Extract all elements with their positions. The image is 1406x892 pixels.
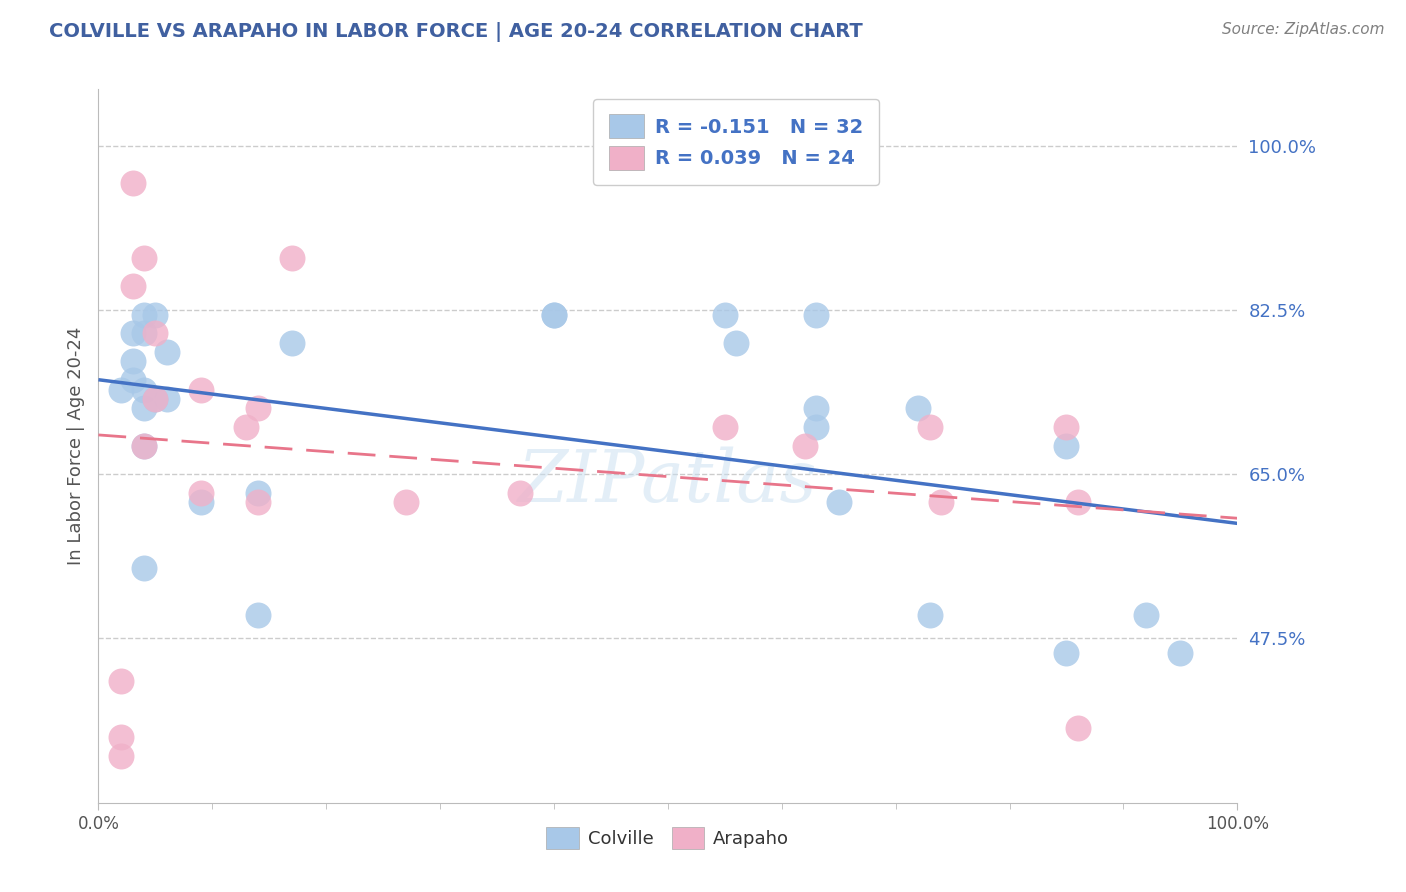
Point <box>246 486 269 500</box>
Point <box>804 420 827 434</box>
Point <box>246 401 269 416</box>
Point <box>714 420 737 434</box>
Point <box>132 561 155 575</box>
Point <box>145 308 167 322</box>
Point <box>132 439 155 453</box>
Point <box>110 673 132 688</box>
Point <box>804 401 827 416</box>
Point <box>929 495 952 509</box>
Point <box>281 335 304 350</box>
Point <box>1054 420 1078 434</box>
Point <box>543 308 565 322</box>
Point <box>1067 495 1090 509</box>
Point <box>145 326 167 341</box>
Y-axis label: In Labor Force | Age 20-24: In Labor Force | Age 20-24 <box>66 326 84 566</box>
Point <box>121 373 143 387</box>
Point <box>918 420 941 434</box>
Point <box>190 486 212 500</box>
Text: Source: ZipAtlas.com: Source: ZipAtlas.com <box>1222 22 1385 37</box>
Point <box>918 607 941 622</box>
Point <box>110 730 132 744</box>
Point <box>132 439 155 453</box>
Point <box>246 607 269 622</box>
Point <box>793 439 815 453</box>
Point <box>156 392 179 406</box>
Point <box>828 495 851 509</box>
Point <box>1054 646 1078 660</box>
Point <box>145 392 167 406</box>
Point <box>907 401 929 416</box>
Point <box>246 495 269 509</box>
Point <box>110 748 132 763</box>
Point <box>121 354 143 368</box>
Point <box>132 308 155 322</box>
Point <box>1054 439 1078 453</box>
Point <box>110 383 132 397</box>
Point <box>804 308 827 322</box>
Point <box>145 392 167 406</box>
Point <box>725 335 748 350</box>
Point <box>1135 607 1157 622</box>
Point <box>543 308 565 322</box>
Point <box>281 251 304 265</box>
Point <box>395 495 418 509</box>
Point <box>121 279 143 293</box>
Point <box>121 176 143 190</box>
Point <box>132 251 155 265</box>
Point <box>714 308 737 322</box>
Point <box>190 383 212 397</box>
Point <box>121 326 143 341</box>
Point <box>1067 721 1090 735</box>
Legend: Colville, Arapaho: Colville, Arapaho <box>537 818 799 858</box>
Text: ZIPatlas: ZIPatlas <box>517 446 818 517</box>
Point <box>156 345 179 359</box>
Text: COLVILLE VS ARAPAHO IN LABOR FORCE | AGE 20-24 CORRELATION CHART: COLVILLE VS ARAPAHO IN LABOR FORCE | AGE… <box>49 22 863 42</box>
Point <box>132 326 155 341</box>
Point <box>132 401 155 416</box>
Point <box>190 495 212 509</box>
Point <box>132 383 155 397</box>
Point <box>509 486 531 500</box>
Point <box>1170 646 1192 660</box>
Point <box>235 420 257 434</box>
